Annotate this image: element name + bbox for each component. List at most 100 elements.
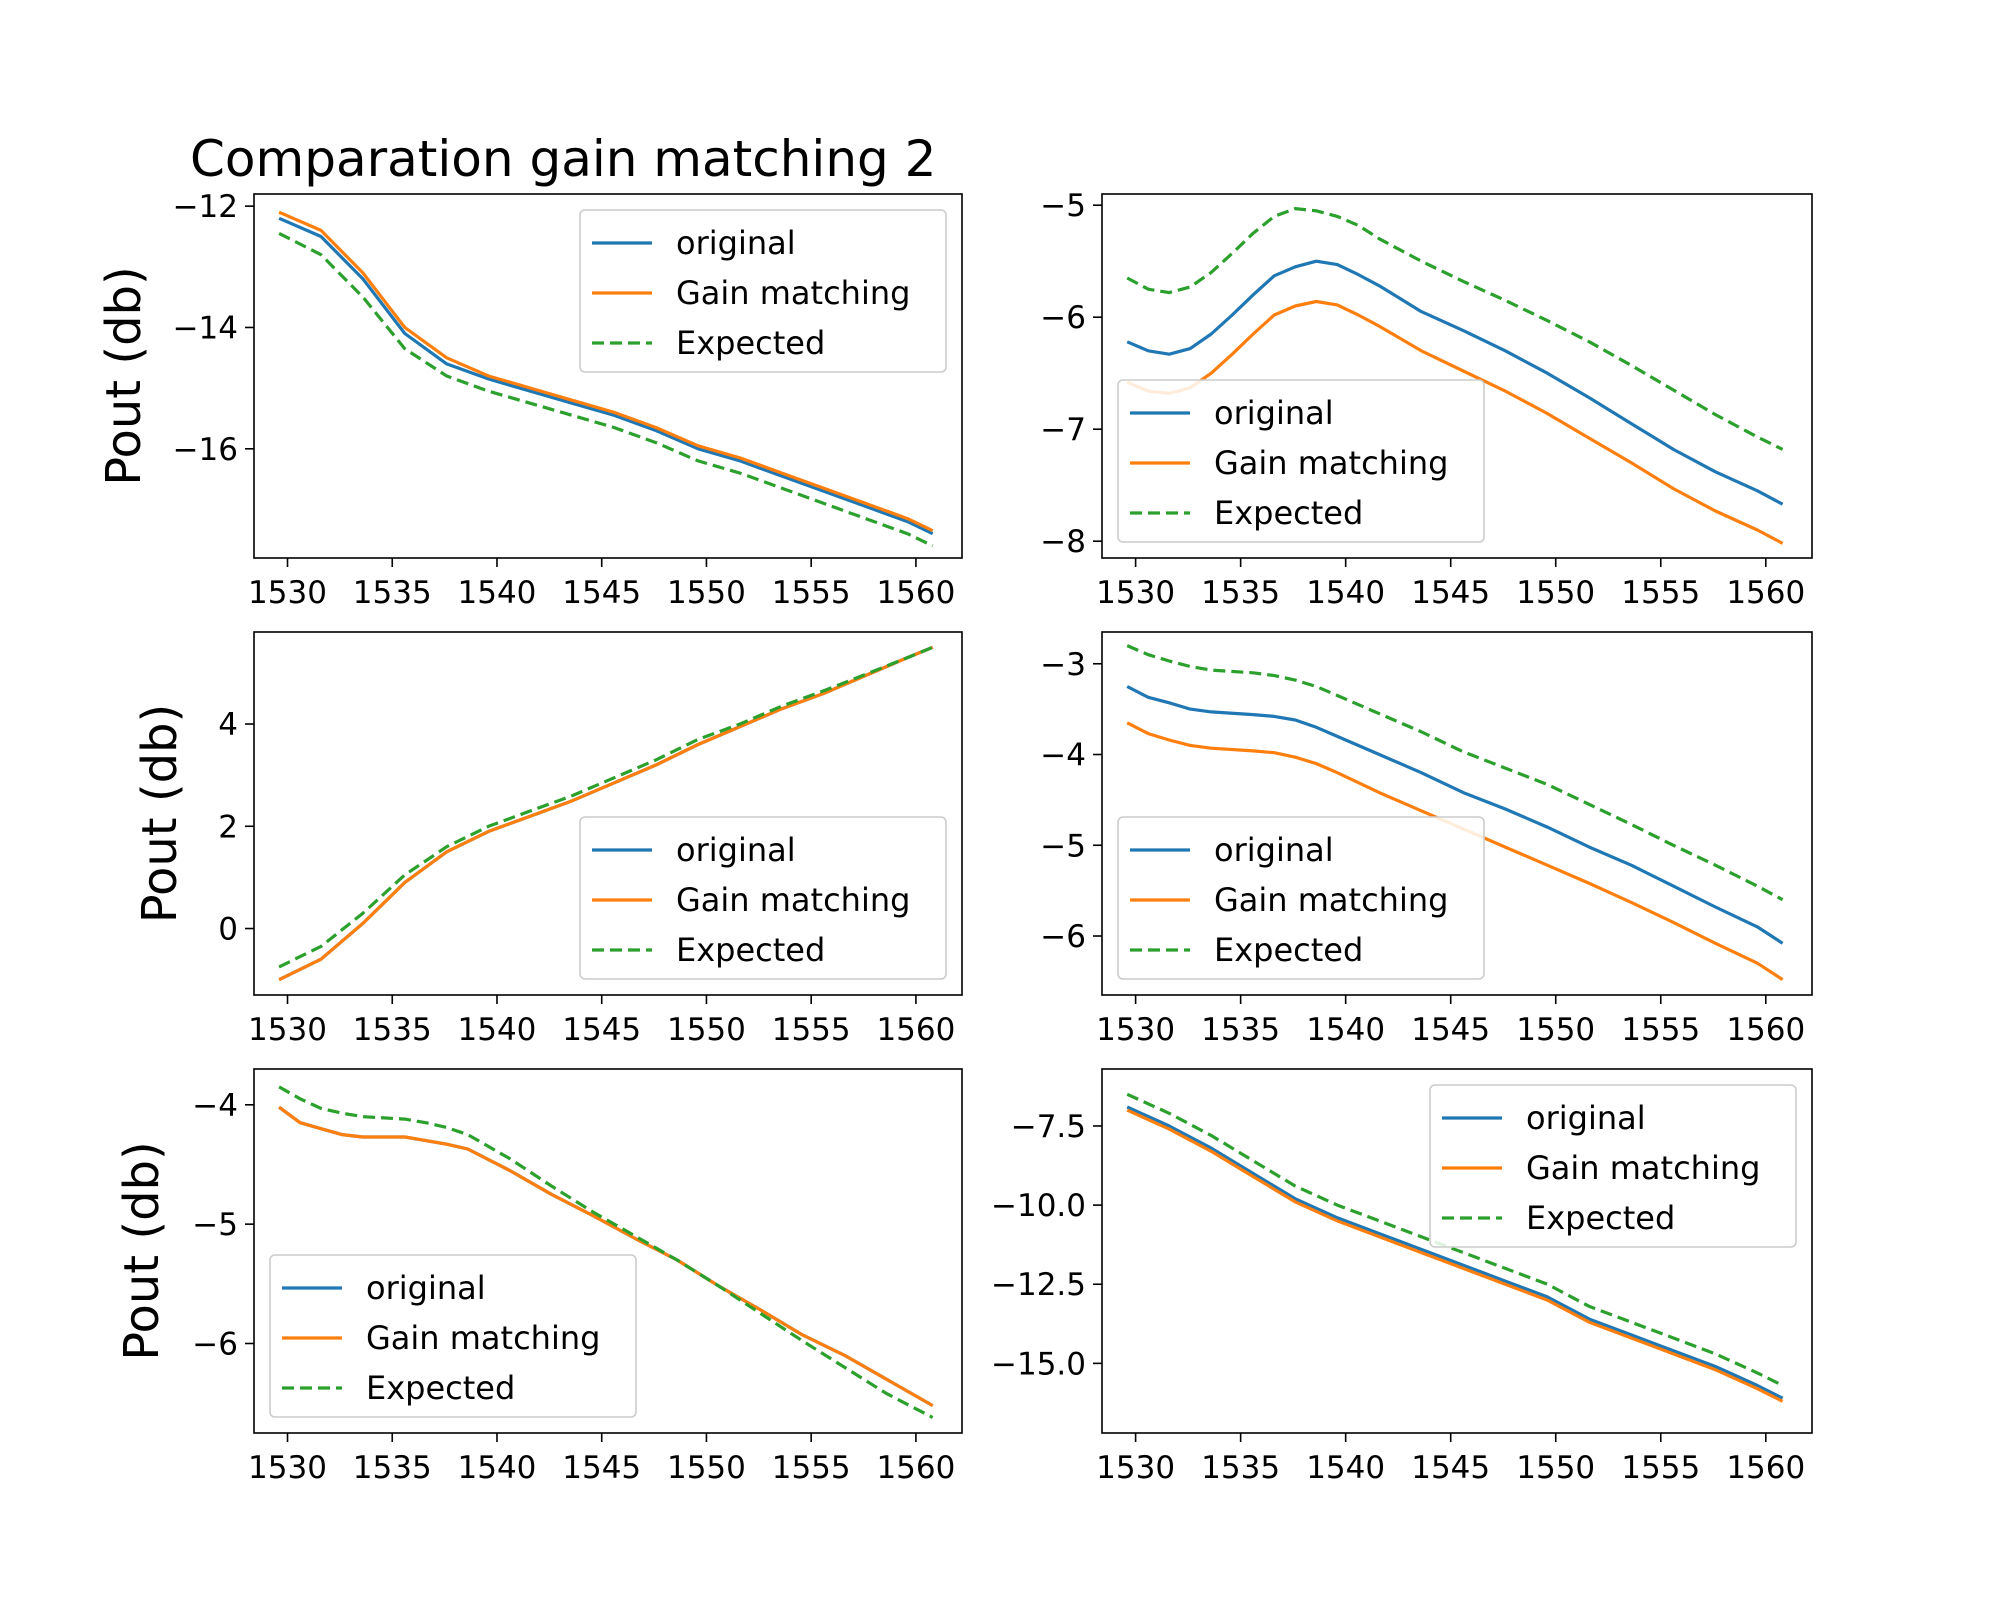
- x-tick-label: 1550: [1516, 1012, 1595, 1048]
- legend-label: Expected: [676, 931, 825, 969]
- plot-lines: [278, 210, 934, 548]
- series-line-original: [1126, 685, 1784, 945]
- x-tick-label: 1530: [248, 575, 327, 611]
- x-tick-label: 1535: [353, 1012, 432, 1048]
- y-tick-label: −3: [1040, 647, 1086, 683]
- x-tick-label: 1555: [1621, 1012, 1700, 1048]
- legend-label: original: [1214, 831, 1334, 869]
- x-tick-label: 1540: [458, 575, 537, 611]
- x-tick-label: 1530: [1096, 1450, 1175, 1486]
- y-tick-label: −5: [1040, 828, 1086, 864]
- y-tick-label: −5: [192, 1207, 238, 1243]
- x-tick-label: 1535: [1201, 1450, 1280, 1486]
- legend-label: Expected: [366, 1369, 515, 1407]
- x-tick-label: 1555: [772, 1012, 851, 1048]
- subplot-middle-right: 1530 1535 1540 1545 1550 1555 1560 −3 −4 −5 −6 orig…: [1040, 631, 1813, 1048]
- x-tick-label: 1535: [1201, 1012, 1280, 1048]
- subplot-top-left: 1530 1535 1540 1545 1550 1555 1560 −12 −14 −16 Pou…: [96, 189, 963, 611]
- subplot-bottom-left: 1530 1535 1540 1545 1550 1555 1560 −4 −5 −6 Pout (…: [114, 1068, 963, 1486]
- x-tick-label: 1545: [562, 575, 641, 611]
- x-tick-label: 1550: [1516, 1450, 1595, 1486]
- x-tick-label: 1560: [876, 1450, 955, 1486]
- x-tick-label: 1555: [772, 575, 851, 611]
- y-tick-label: −12.5: [991, 1267, 1086, 1303]
- x-tick-label: 1550: [1516, 575, 1595, 611]
- axes-frame: [1101, 193, 1813, 559]
- y-axis-label: Pout (db): [96, 266, 152, 486]
- x-tick-label: 1530: [1096, 1012, 1175, 1048]
- x-tick-label: 1545: [562, 1012, 641, 1048]
- x-tick-label: 1555: [1621, 1450, 1700, 1486]
- series-line-original: [1126, 1105, 1784, 1400]
- series-line-gain-matching: [278, 210, 934, 533]
- x-tick-label: 1560: [1726, 575, 1805, 611]
- axes-frame: [1101, 1068, 1813, 1434]
- x-tick-label: 1530: [1096, 575, 1175, 611]
- y-tick-label: −12: [173, 189, 238, 225]
- legend-box: [579, 816, 947, 980]
- x-tick-label: 1530: [248, 1012, 327, 1048]
- x-tick-label: 1545: [1411, 1450, 1490, 1486]
- legend: original Gain matching Expected: [269, 1254, 637, 1418]
- series-line-gain-matching: [1126, 721, 1784, 981]
- series-line-original: [278, 216, 934, 536]
- y-tick-label: −14: [173, 310, 238, 346]
- legend-label: Expected: [676, 324, 825, 362]
- legend-label: original: [676, 224, 796, 262]
- x-tick-label: 1535: [1201, 575, 1280, 611]
- y-tick-label: 2: [218, 809, 238, 845]
- y-tick-label: −6: [192, 1326, 238, 1362]
- legend-box: [269, 1254, 637, 1418]
- x-tick-label: 1560: [1726, 1450, 1805, 1486]
- x-tick-label: 1550: [667, 575, 746, 611]
- axes-frame: [253, 193, 963, 559]
- legend-label: Expected: [1214, 494, 1363, 532]
- legend: original Gain matching Expected: [579, 209, 947, 373]
- x-tick-label: 1540: [1306, 1012, 1385, 1048]
- series-line-gain-matching: [278, 1105, 934, 1407]
- subplot-middle-left: 1530 1535 1540 1545 1550 1555 1560 4 2 0 Pout (db)…: [132, 631, 963, 1048]
- x-tick-label: 1550: [667, 1450, 746, 1486]
- x-tick-label: 1540: [458, 1012, 537, 1048]
- x-tick-label: 1545: [562, 1450, 641, 1486]
- x-tick-label: 1555: [772, 1450, 851, 1486]
- x-tick-label: 1540: [1306, 575, 1385, 611]
- x-tick-label: 1530: [248, 1450, 327, 1486]
- series-line-expected: [1126, 644, 1784, 902]
- series-line-original: [1126, 259, 1784, 506]
- y-tick-label: −4: [1040, 738, 1086, 774]
- legend-label: original: [1214, 394, 1334, 432]
- x-tick-label: 1555: [1621, 575, 1700, 611]
- x-tick-label: 1540: [458, 1450, 537, 1486]
- subplot-top-right: 1530 1535 1540 1545 1550 1555 1560 −5 −6 −7 −8 orig…: [1040, 188, 1813, 611]
- legend-label: Expected: [1214, 931, 1363, 969]
- legend: original Gain matching Expected: [1117, 379, 1485, 543]
- x-tick-label: 1560: [876, 1012, 955, 1048]
- axes-frame: [1101, 631, 1813, 996]
- legend-label: Gain matching: [366, 1319, 600, 1357]
- legend-label: original: [1526, 1099, 1646, 1137]
- x-tick-label: 1540: [1306, 1450, 1385, 1486]
- series-line-expected: [1126, 207, 1784, 451]
- series-line-expected: [278, 231, 934, 548]
- legend: original Gain matching Expected: [1429, 1084, 1797, 1248]
- y-tick-label: −16: [173, 432, 238, 468]
- figure-title: Comparation gain matching 2: [190, 130, 936, 188]
- x-tick-label: 1560: [876, 575, 955, 611]
- x-tick-label: 1535: [353, 1450, 432, 1486]
- y-axis-label: Pout (db): [114, 1141, 170, 1361]
- y-tick-label: −7.5: [1011, 1109, 1086, 1145]
- series-line-expected: [1126, 1092, 1784, 1387]
- subplot-grid: 1530 1535 1540 1545 1550 1555 1560 −12 −14 −16 Pou…: [96, 188, 1813, 1486]
- plot-lines: [1126, 644, 1784, 981]
- legend-label: Expected: [1526, 1199, 1675, 1237]
- x-tick-label: 1545: [1411, 575, 1490, 611]
- y-axis-label: Pout (db): [132, 704, 188, 924]
- y-tick-label: −7: [1040, 412, 1086, 448]
- legend-box: [1117, 816, 1485, 980]
- y-tick-label: −10.0: [991, 1188, 1086, 1224]
- subplot-bottom-right: 1530 1535 1540 1545 1550 1555 1560 −7.5 −10.0 −12…: [991, 1068, 1813, 1486]
- y-tick-label: −4: [192, 1088, 238, 1124]
- legend-box: [1429, 1084, 1797, 1248]
